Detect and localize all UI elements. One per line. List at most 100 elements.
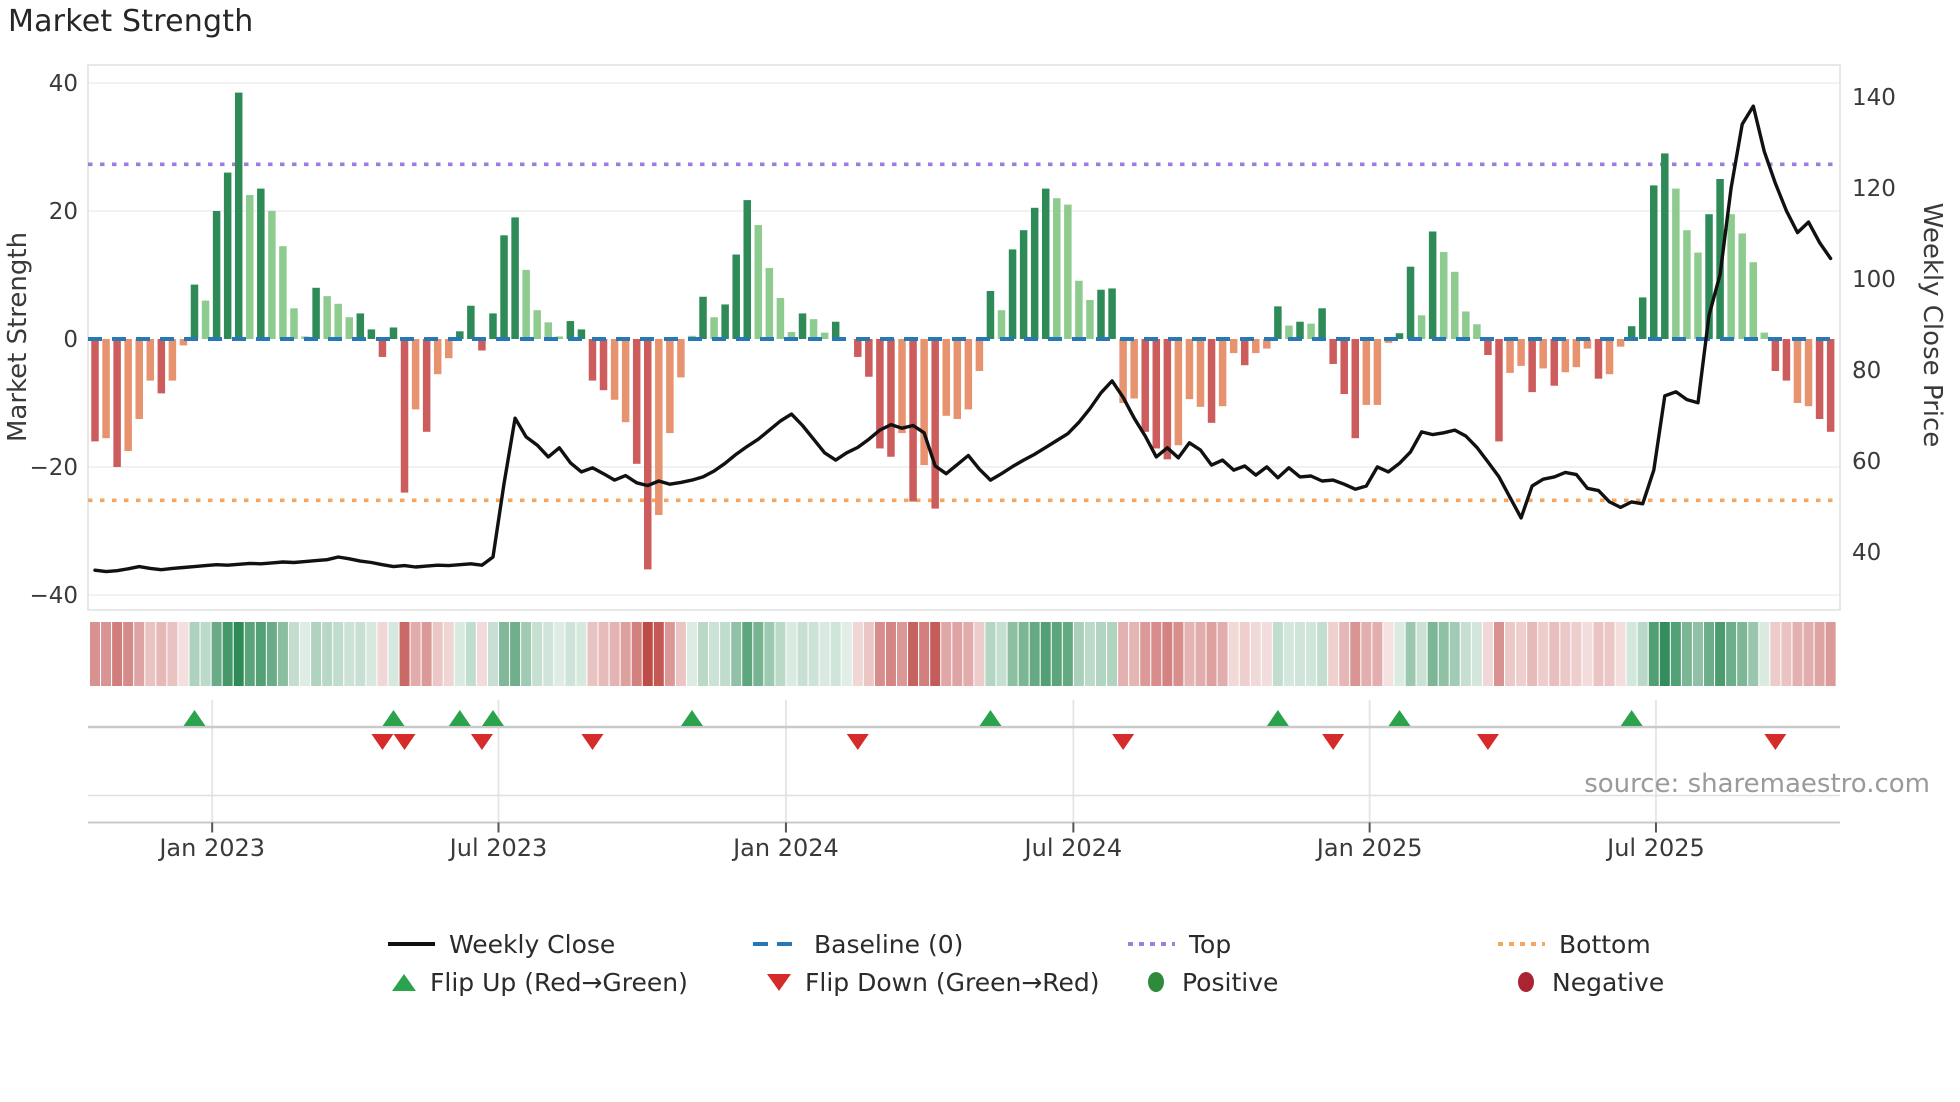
x-tick-label: Jan 2025 (1315, 834, 1423, 862)
heatmap-cell (1228, 622, 1239, 686)
right-axis-title: Weekly Close Price (1917, 203, 1947, 448)
heatmap-cell (709, 622, 720, 686)
x-tick-label: Jul 2024 (1023, 834, 1123, 862)
heatmap-cell (322, 622, 333, 686)
strength-bar (975, 339, 984, 371)
heatmap-cell (1416, 622, 1427, 686)
strength-bar (1594, 339, 1603, 379)
strength-bar (1395, 333, 1404, 339)
flip-up-marker-icon (1620, 710, 1643, 726)
heatmap-cell (1538, 622, 1549, 686)
strength-bar (1804, 339, 1813, 407)
legend-label: Flip Up (Red→Green) (430, 967, 688, 997)
flip-up-marker-icon (183, 710, 206, 726)
heatmap-cell (952, 622, 963, 686)
flip-down-marker-icon (1476, 734, 1499, 750)
strength-bar (422, 339, 431, 432)
legend-item-weekly-close: Weekly Close (388, 929, 615, 959)
strength-bar (400, 339, 409, 493)
strength-bar (765, 267, 774, 339)
strength-bar (456, 331, 464, 339)
heatmap-cell (808, 622, 819, 686)
flip-down-marker-icon (1112, 734, 1135, 750)
axis-titles: Market Strength Weekly Close Price (3, 203, 1947, 448)
heatmap-cell (487, 622, 498, 686)
heatmap-cell (1173, 622, 1184, 686)
heatmap-cell (233, 622, 244, 686)
heatmap-cell (1493, 622, 1504, 686)
strength-bar (1495, 339, 1503, 442)
heatmap-cell (1604, 622, 1615, 686)
strength-bar (1749, 262, 1757, 339)
heatmap-cell (1670, 622, 1681, 686)
strength-bar (666, 339, 674, 434)
strength-bar (1638, 297, 1647, 339)
strength-bar (312, 287, 320, 339)
strength-bar (179, 339, 188, 346)
heatmap-cell (1549, 622, 1560, 686)
heatmap-cell (510, 622, 521, 686)
heatmap-cell (1184, 622, 1195, 686)
legend-item-negative: Negative (1514, 967, 1664, 997)
heatmap-cell (1162, 622, 1173, 686)
heatmap-cell (1140, 622, 1151, 686)
heatmap-cell (399, 622, 410, 686)
strength-bar (234, 92, 243, 339)
strength-bar (190, 284, 199, 339)
heatmap-cell (675, 622, 686, 686)
heatmap-cell (609, 622, 620, 686)
legend-label: Weekly Close (449, 929, 616, 959)
heatmap-cell (465, 622, 476, 686)
strength-bar (610, 339, 619, 400)
strength-bar (1086, 299, 1094, 339)
heatmap-cell (1206, 622, 1217, 686)
strength-bar (997, 310, 1006, 339)
strength-bar (599, 339, 608, 391)
heatmap-cell (311, 622, 322, 686)
flip-up-marker-icon (680, 710, 703, 726)
strength-bar (1207, 339, 1216, 423)
flip-up-marker-icon (481, 710, 504, 726)
left-axis-ticks: 40 20 0 −20 −40 (29, 71, 78, 609)
flip-up-marker-icon (382, 710, 405, 726)
weekly-close-line-swatch-icon (388, 942, 435, 946)
heatmap-cell (1372, 622, 1383, 686)
heatmap-cell (189, 622, 200, 686)
heatmap-cell (1339, 622, 1350, 686)
strength-bar (831, 321, 840, 339)
strength-bar (1307, 323, 1315, 339)
heatmap-cell (1272, 622, 1283, 686)
strength-bar (1075, 280, 1083, 339)
heatmap-cell (1527, 622, 1538, 686)
strength-bar (168, 339, 177, 381)
strength-bar (1473, 324, 1481, 339)
strength-bar (1141, 339, 1149, 432)
strength-bar (246, 195, 254, 339)
flip-down-marker-icon (846, 734, 869, 750)
strength-bar (1760, 332, 1769, 339)
strength-bar (1053, 198, 1061, 339)
weekly-close-line (93, 104, 1833, 574)
strength-bar (1815, 339, 1824, 419)
heatmap-cell (1096, 622, 1107, 686)
heatmap-cell (1637, 622, 1648, 686)
heatmap-cell (90, 622, 100, 686)
x-tick-label: Jan 2024 (731, 834, 839, 862)
flip-up-marker-icon (979, 710, 1002, 726)
strength-bar (1351, 339, 1360, 439)
strength-bar (356, 313, 365, 339)
strength-bar (467, 305, 475, 339)
heatmap-cell (1283, 622, 1294, 686)
strength-bar (699, 296, 707, 339)
heatmap-cell (476, 622, 487, 686)
legend-label: Bottom (1559, 929, 1651, 959)
strength-bar (787, 331, 796, 339)
strength-bar (91, 339, 99, 442)
x-tick-label: Jul 2025 (1605, 834, 1705, 862)
strength-bar (1130, 339, 1138, 399)
heatmap-cell (255, 622, 266, 686)
heatmap-cell (521, 622, 532, 686)
baseline-dash-swatch-icon (753, 942, 800, 946)
positive-dot-icon (1148, 972, 1164, 992)
x-tick-label: Jul 2023 (448, 834, 548, 862)
